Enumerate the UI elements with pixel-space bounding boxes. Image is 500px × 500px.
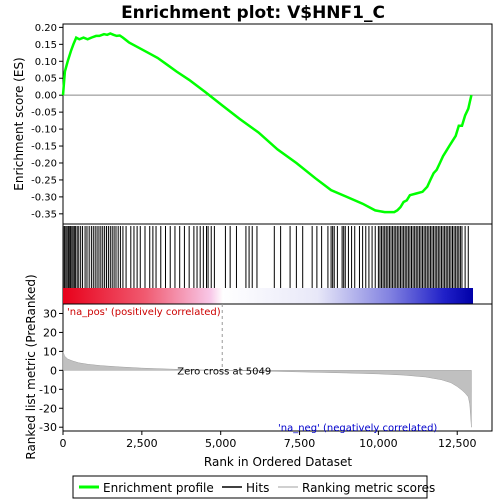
negative-correlation-label: 'na_neg' (negatively correlated) (278, 423, 437, 434)
x-tick-label: 10,000 (359, 437, 398, 450)
legend: Enrichment profile Hits Ranking metric s… (72, 475, 435, 499)
legend-label-ranking: Ranking metric scores (302, 481, 435, 495)
x-tick-label: 5,000 (205, 437, 237, 450)
es-y-tick-label: 0.05 (35, 74, 57, 85)
metric-y-tick-label: 30 (43, 307, 57, 320)
es-y-tick-label: 0.15 (35, 40, 57, 51)
es-y-tick-label: -0.20 (31, 158, 57, 169)
es-y-tick-label: 0.20 (35, 23, 57, 34)
es-plot-frame (62, 23, 493, 225)
es-y-tick-label: -0.30 (31, 192, 57, 203)
x-axis: 0 2,500 5,000 7,500 10,000 12,500 (60, 431, 477, 450)
es-y-axis-label: Enrichment score (ES) (12, 57, 26, 190)
metric-y-tick-label: 20 (43, 326, 57, 339)
zero-cross-label: Zero cross at 5049 (177, 366, 271, 377)
rank-color-bar (63, 288, 473, 304)
metric-panel: Zero cross at 5049 'na_pos' (positively … (24, 274, 493, 469)
x-tick-label: 12,500 (438, 437, 477, 450)
legend-label-hits: Hits (246, 481, 269, 495)
enrichment-profile-line (61, 32, 473, 214)
es-y-axis: 0.20 0.15 0.10 0.05 0.00 -0.05 -0.10 -0.15 -0.20… (31, 23, 63, 220)
metric-y-axis-label: Ranked list metric (PreRanked) (24, 274, 38, 459)
es-y-tick-label: 0.10 (35, 57, 57, 68)
x-axis-label: Rank in Ordered Dataset (204, 455, 352, 469)
chart-title: Enrichment plot: V$HNF1_C (121, 3, 385, 23)
metric-y-tick-label: 0 (50, 364, 57, 377)
metric-y-axis: 30 20 10 0 -10 -20 -30 (39, 307, 63, 434)
hit-marks (62, 226, 469, 288)
x-tick-label: 7,500 (284, 437, 316, 450)
x-tick-label: 0 (60, 437, 67, 450)
es-y-tick-label: -0.15 (31, 142, 57, 153)
metric-y-tick-label: 10 (43, 345, 57, 358)
es-y-tick-label: -0.25 (31, 175, 57, 186)
x-tick-label: 2,500 (126, 437, 158, 450)
metric-y-tick-label: -30 (39, 421, 57, 434)
es-y-tick-label: 0.00 (35, 91, 57, 102)
es-y-tick-label: -0.10 (31, 125, 57, 136)
metric-y-tick-label: -10 (39, 383, 57, 396)
es-y-tick-label: -0.35 (31, 209, 57, 220)
legend-label-enrichment: Enrichment profile (103, 481, 214, 495)
es-panel: 0.20 0.15 0.10 0.05 0.00 -0.05 -0.10 -0.15 -0.20… (12, 23, 493, 225)
metric-y-tick-label: -20 (39, 402, 57, 415)
positive-correlation-label: 'na_pos' (positively correlated) (67, 307, 221, 318)
hits-panel (62, 223, 493, 305)
es-y-tick-label: -0.05 (31, 108, 57, 119)
ranking-metric-area (62, 351, 472, 428)
legend-box (72, 475, 428, 499)
